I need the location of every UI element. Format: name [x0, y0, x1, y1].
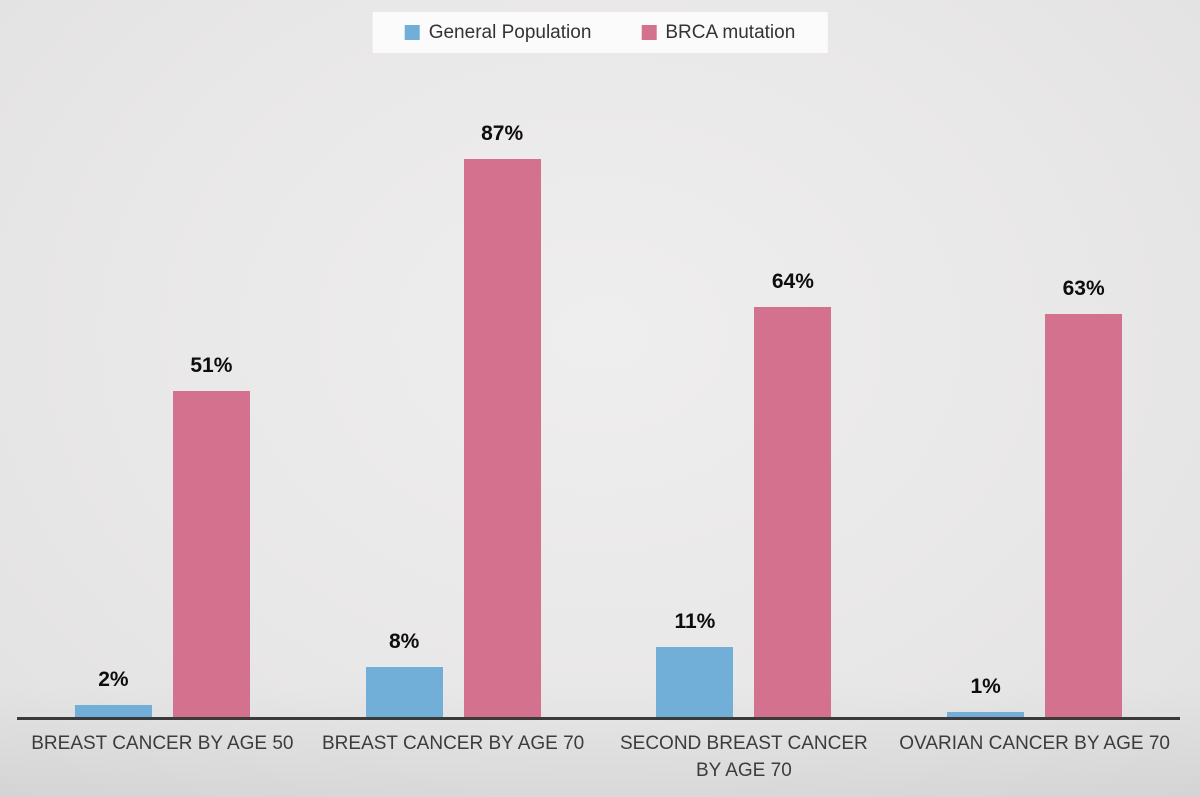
bar-group-3: 1% 63%: [889, 0, 1180, 718]
bar-column: 87%: [463, 122, 541, 718]
category-label: BREAST CANCER BY AGE 50: [31, 733, 294, 754]
value-label: 63%: [1062, 277, 1105, 300]
value-label: 87%: [481, 122, 524, 145]
legend-item-0[interactable]: General Population: [404, 21, 592, 44]
bar-brca-mutation[interactable]: [754, 307, 832, 718]
bar-group-0: 2% 51%: [17, 0, 308, 718]
value-label: 11%: [674, 610, 716, 633]
plot-area: 2% 51% 8% 87% 11% 64% 1% 63%: [17, 0, 1180, 718]
bar-brca-mutation[interactable]: [172, 391, 250, 718]
legend-item-1[interactable]: BRCA mutation: [641, 22, 795, 44]
value-label: 1%: [970, 675, 1001, 698]
bar-brca-mutation[interactable]: [1045, 314, 1123, 718]
bar-group-2: 11% 64%: [599, 0, 890, 718]
bar-general-population[interactable]: [656, 647, 734, 718]
bar-column: 2%: [74, 668, 152, 718]
value-label: 51%: [190, 354, 233, 377]
legend-label: General Population: [428, 21, 592, 43]
bar-column: 1%: [947, 675, 1025, 718]
bar-general-population[interactable]: [365, 667, 443, 718]
bar-column: 51%: [172, 354, 250, 718]
legend-label: BRCA mutation: [665, 21, 796, 43]
legend-swatch-icon: [641, 25, 657, 40]
bar-column: 63%: [1045, 277, 1123, 718]
bar-general-population[interactable]: [947, 712, 1025, 718]
bar-brca-mutation[interactable]: [463, 159, 541, 718]
category-label: BREAST CANCER BY AGE 70: [322, 733, 585, 754]
value-label: 2%: [98, 668, 129, 691]
value-label: 8%: [388, 630, 420, 653]
category-label: SECOND BREAST CANCER BY AGE 70: [619, 733, 868, 781]
bar-group-1: 8% 87%: [308, 0, 599, 718]
chart-legend: General Population BRCA mutation: [372, 12, 828, 53]
category-label: OVARIAN CANCER BY AGE 70: [899, 733, 1170, 754]
bar-column: 8%: [365, 630, 443, 718]
value-label: 64%: [771, 270, 814, 293]
bar-column: 64%: [754, 270, 832, 718]
x-axis-labels: BREAST CANCER BY AGE 50 BREAST CANCER BY …: [17, 731, 1180, 784]
x-axis-line: [17, 717, 1180, 720]
bar-general-population[interactable]: [74, 705, 152, 718]
bar-column: 11%: [656, 610, 734, 718]
legend-swatch-icon: [404, 25, 420, 40]
